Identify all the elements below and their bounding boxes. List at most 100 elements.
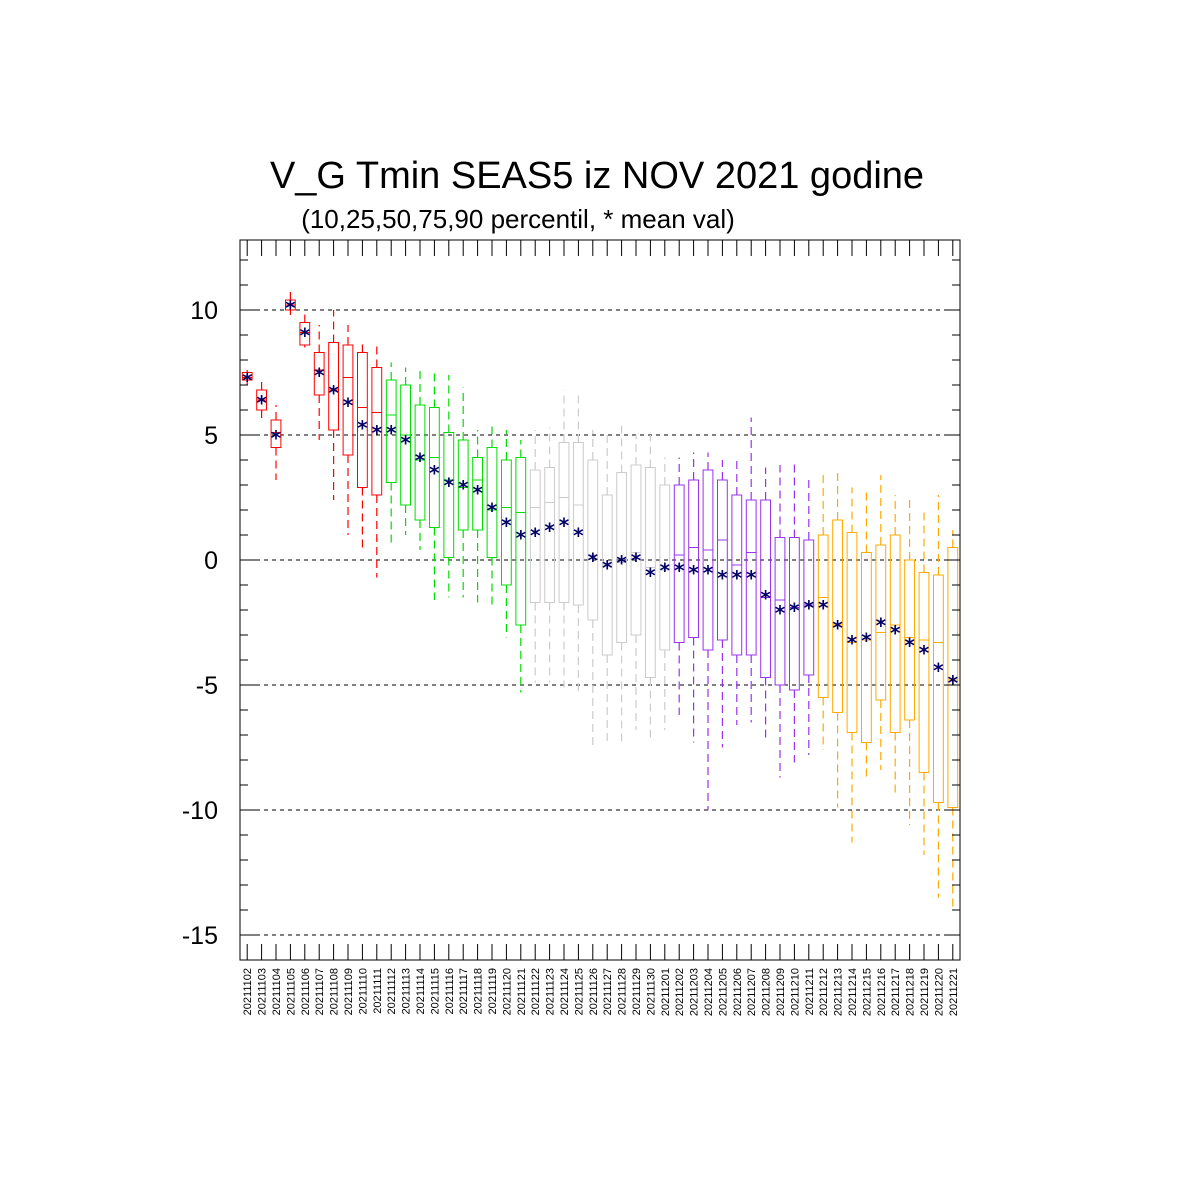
mean-marker: * (904, 634, 915, 658)
mean-marker: * (933, 659, 944, 683)
x-tick-label: 20211103 (257, 968, 269, 1015)
mean-marker: * (588, 549, 599, 573)
x-tick-label: 20211201 (660, 968, 672, 1016)
mean-marker: * (242, 369, 253, 393)
x-tick-label: 20211108 (329, 968, 341, 1015)
iqr-box (832, 519, 843, 713)
x-tick-label: 20211111 (372, 968, 384, 1014)
x-tick-label: 20211122 (530, 968, 542, 1015)
x-tick-label: 20211106 (300, 968, 312, 1015)
x-tick-label: 20211210 (789, 968, 801, 1016)
x-tick-label: 20211121 (516, 968, 528, 1015)
mean-marker: * (472, 481, 483, 505)
mean-marker: * (631, 549, 642, 573)
y-tick-label: -15 (182, 922, 218, 950)
iqr-box (861, 552, 872, 743)
iqr-box (501, 459, 512, 586)
iqr-box (875, 544, 887, 701)
iqr-box (400, 384, 411, 506)
iqr-box (630, 464, 642, 636)
mean-marker: * (544, 519, 555, 543)
mean-marker: * (400, 431, 411, 455)
iqr-box (313, 352, 325, 396)
x-tick-label: 20211120 (501, 968, 513, 1015)
iqr-box (774, 537, 786, 686)
x-tick-label: 20211110 (357, 968, 369, 1015)
x-tick-label: 20211209 (775, 968, 787, 1016)
x-tick-label: 20211127 (602, 968, 614, 1015)
mean-marker: * (328, 381, 339, 405)
x-tick-label: 20211204 (703, 968, 715, 1016)
x-tick-label: 20211116 (444, 968, 456, 1015)
mean-marker: * (386, 421, 397, 445)
iqr-box (443, 432, 455, 558)
mean-marker: * (703, 561, 714, 585)
iqr-box (342, 344, 354, 456)
x-tick-label: 20211217 (890, 968, 902, 1016)
mean-marker: * (530, 524, 541, 548)
iqr-box (241, 372, 253, 381)
x-tick-label: 20211221 (948, 968, 960, 1016)
iqr-box (558, 442, 570, 603)
iqr-box (933, 574, 944, 803)
x-tick-label: 20211104 (271, 968, 283, 1015)
mean-marker: * (948, 671, 959, 695)
x-tick-label: 20211109 (343, 968, 355, 1015)
iqr-box (357, 352, 368, 488)
iqr-box (659, 484, 671, 651)
y-tick-label: 5 (204, 422, 218, 450)
iqr-box (587, 459, 599, 621)
iqr-box (688, 479, 699, 638)
iqr-box (645, 467, 656, 678)
iqr-box (731, 494, 743, 656)
iqr-box (371, 367, 383, 496)
mean-marker: * (804, 596, 815, 620)
x-tick-label: 20211218 (905, 968, 917, 1016)
x-tick-label: 20211128 (617, 968, 629, 1015)
x-tick-label: 20211216 (876, 968, 888, 1016)
mean-marker: * (415, 449, 426, 473)
x-tick-label: 20211207 (746, 968, 758, 1016)
x-tick-label: 20211125 (573, 968, 585, 1015)
iqr-box (803, 539, 815, 676)
x-tick-label: 20211119 (487, 968, 499, 1015)
x-tick-label: 20211114 (415, 968, 427, 1015)
chart-subtitle: (10,25,50,75,90 percentil, * mean val) (301, 204, 735, 234)
x-tick-label: 20211212 (818, 968, 830, 1016)
iqr-box (616, 472, 627, 643)
x-tick-label: 20211130 (645, 968, 657, 1015)
iqr-box (515, 457, 527, 626)
mean-marker: * (314, 364, 325, 388)
x-tick-label: 20211219 (919, 968, 931, 1016)
iqr-box (414, 404, 426, 521)
x-tick-label: 20211220 (933, 968, 945, 1016)
mean-marker: * (832, 616, 843, 640)
x-tick-label: 20211206 (732, 968, 744, 1016)
mean-markers-layer: ********* * * **** * **** * * * ** * * ** * * * * * * *** * *… (242, 296, 959, 695)
mean-marker: * (789, 599, 800, 623)
mean-marker: * (487, 499, 498, 523)
mean-marker: * (458, 476, 469, 500)
mean-marker: * (343, 394, 354, 418)
mean-marker: * (357, 416, 368, 440)
mean-marker: * (444, 474, 455, 498)
plot-frame (239, 239, 961, 961)
mean-marker: * (602, 556, 613, 580)
iqr-box (429, 407, 440, 528)
iqr-box (486, 447, 498, 558)
iqr-box (573, 442, 584, 606)
mean-marker: * (732, 566, 743, 590)
mean-marker: * (717, 566, 728, 590)
mean-marker: * (271, 426, 282, 450)
x-tick-label: 20211203 (689, 968, 701, 1016)
mean-marker: * (616, 551, 627, 575)
x-tick-label: 20211118 (473, 968, 485, 1015)
iqr-box (904, 559, 915, 721)
mean-marker: * (818, 596, 829, 620)
iqr-box (846, 532, 858, 733)
mean-marker: * (501, 514, 512, 538)
iqr-box (918, 572, 930, 773)
mean-marker: * (746, 566, 757, 590)
mean-marker: * (285, 296, 296, 320)
